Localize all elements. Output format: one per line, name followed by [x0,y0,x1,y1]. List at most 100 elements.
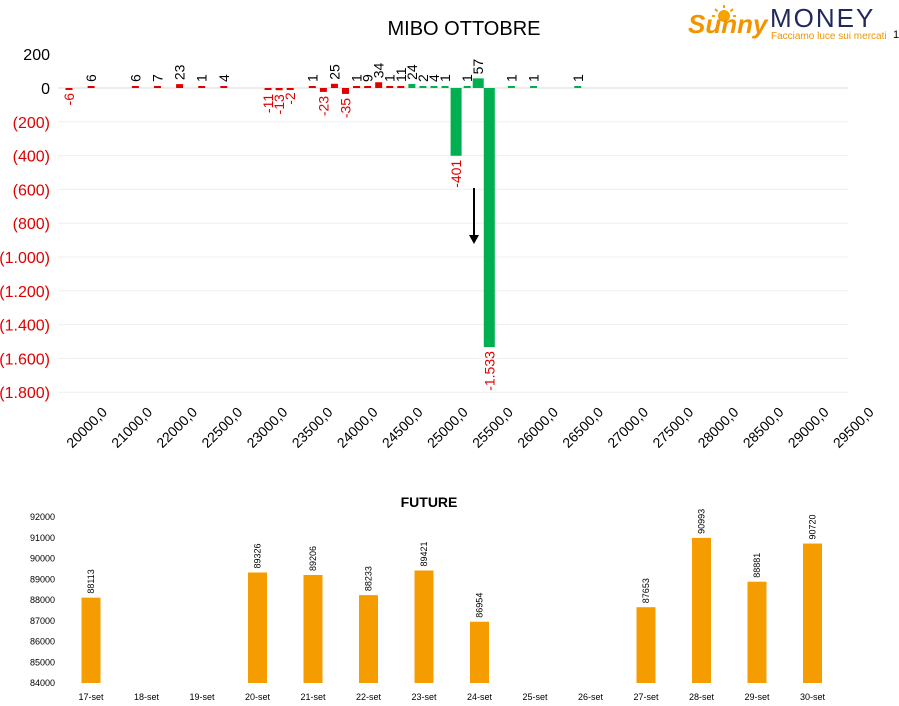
bar [692,537,711,683]
data-label: 25 [326,64,342,80]
y-tick-label: 90000 [30,554,55,564]
bar [441,86,449,88]
data-label: 1 [503,74,519,82]
data-label: 1 [194,74,210,82]
data-label: 4 [426,74,442,82]
y-tick-label: 88000 [30,595,55,605]
bar [574,86,582,88]
data-label: 7 [149,74,165,82]
data-label: 11 [393,67,409,82]
future-chart: FUTURE 84000 85000 86000 87000 88000 89000 900… [30,494,826,702]
bar [419,86,427,88]
y-tick-label: 85000 [30,657,55,667]
data-label: 89421 [419,541,429,566]
x-tick-label: 30-set [800,692,826,702]
bar [472,78,484,88]
x-tick-label: 29-set [744,692,770,702]
y-tick-label: (200) [13,115,50,132]
y-tick-label: 0 [41,81,50,98]
data-label: 1 [382,74,398,82]
data-label: -13 [271,94,287,114]
y-tick-label: 87000 [30,616,55,626]
x-tick-label: 25000,0 [424,404,471,451]
x-tick-label: 22000,0 [153,404,200,451]
data-label: -2 [282,92,298,105]
data-label: 89326 [253,543,263,568]
y-tick-label: (1.800) [0,385,50,402]
data-label: 57 [470,59,486,75]
y-tick-label: 84000 [30,678,55,688]
bar [430,86,438,88]
data-label: 6 [83,74,99,82]
x-tick-label: 27-set [633,692,659,702]
x-tick-label: 26000,0 [514,404,561,451]
x-tick-label: 17-set [78,692,104,702]
data-label: -1.533 [481,351,497,391]
bar [470,621,489,683]
data-label: 1 [349,74,365,82]
chart-title: MIBO OTTOBRE [388,18,541,40]
bar [264,88,272,90]
data-label: 2 [415,74,431,82]
y-tick-label: (1.000) [0,250,50,267]
logo-brand-script: Sunny [688,9,769,39]
x-tick-label: 27000,0 [604,404,651,451]
data-label: 23 [172,64,188,80]
x-tick-label: 23500,0 [289,404,336,451]
y-tick-label: 91000 [30,533,55,543]
bar [275,88,283,91]
sunny-money-logo: Sunny MONEY Facciamo luce sui mercati [688,3,887,42]
bar [507,86,515,88]
x-tick-label: 22500,0 [198,404,245,451]
data-label: 86954 [475,593,485,618]
y-tick-label: 86000 [30,637,55,647]
bar [198,86,206,88]
x-tick-label: 22-set [356,692,382,702]
x-tick-label: 28000,0 [694,404,741,451]
chart-title: FUTURE [401,494,458,510]
x-tick-label: 26-set [578,692,604,702]
data-label: 1 [459,74,475,82]
bar [747,581,767,683]
logo-tagline: Facciamo luce sui mercati [771,31,887,42]
bar [450,88,462,156]
bar [303,574,323,683]
y-tick-label: (800) [13,216,50,233]
bar [483,88,495,348]
bar [65,88,73,90]
bar [397,86,405,88]
data-label: 90993 [697,509,707,534]
data-label: -11 [260,94,276,113]
data-label: 88113 [86,569,96,593]
bar [386,86,394,88]
data-label: -6 [61,93,77,106]
page-number: 1 [893,29,899,41]
data-label: 1 [304,74,320,82]
x-tick-label: 20-set [245,692,271,702]
sun-icon [712,5,736,22]
y-tick-label: 200 [23,47,50,64]
x-tick-label: 29000,0 [785,404,832,451]
x-tick-label: 27500,0 [649,404,696,451]
y-tick-label: 89000 [30,574,55,584]
x-tick-label: 26500,0 [559,404,606,451]
x-tick-label: 23000,0 [243,404,290,451]
bar [153,86,161,88]
x-tick-label: 21000,0 [108,404,155,451]
data-label: 6 [127,74,143,82]
x-tick-label: 25500,0 [469,404,516,451]
y-tick-label: 92000 [30,512,55,522]
x-tick-label: 24-set [467,692,493,702]
x-tick-label: 19-set [189,692,215,702]
x-tick-label: 21-set [300,692,326,702]
data-label: 24 [404,64,420,80]
bar [330,83,338,88]
bar [408,83,416,88]
down-arrow-annotation [469,188,479,244]
data-label: 34 [371,62,387,78]
bar [176,84,184,88]
y-tick-label: (1.200) [0,284,50,301]
x-tick-label: 24500,0 [379,404,426,451]
bar [248,572,267,683]
bar [308,86,316,88]
